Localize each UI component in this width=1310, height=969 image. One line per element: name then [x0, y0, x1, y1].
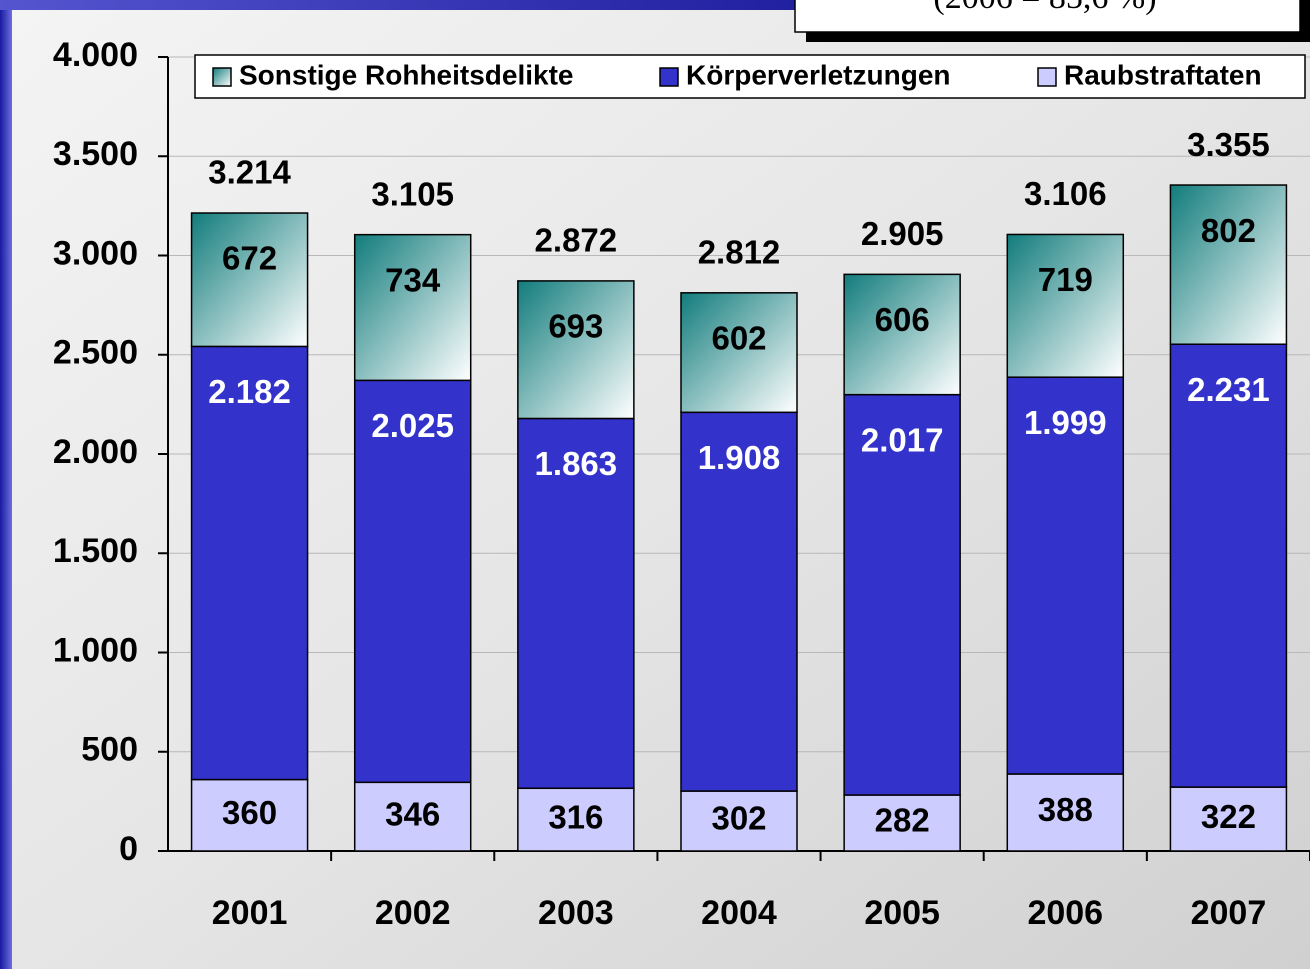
- data-label: 282: [875, 802, 930, 839]
- total-label: 2.905: [861, 215, 944, 252]
- total-label: 3.355: [1187, 126, 1270, 163]
- data-label: 693: [548, 308, 603, 345]
- bar-segment: [353, 233, 472, 382]
- total-label: 2.812: [698, 234, 781, 271]
- data-label: 388: [1038, 791, 1093, 828]
- x-tick-label: 2003: [538, 894, 614, 932]
- data-label: 2.231: [1187, 371, 1270, 408]
- y-tick-label: 2.500: [53, 334, 138, 372]
- top-band: [0, 0, 800, 10]
- data-label: 322: [1201, 798, 1256, 835]
- bar-segment: [1169, 786, 1288, 852]
- legend-label: Körperverletzungen: [686, 59, 951, 90]
- bar-segment: [517, 417, 635, 790]
- legend-swatch: [659, 67, 679, 87]
- legend-label: Sonstige Rohheitsdelikte: [239, 59, 574, 90]
- y-tick-label: 3.500: [53, 135, 138, 173]
- bar-segment: [843, 273, 961, 396]
- x-tick-label: 2004: [701, 894, 777, 932]
- y-tick-label: 3.000: [53, 234, 138, 272]
- bar-segment: [353, 781, 472, 852]
- y-tick-label: 4.000: [53, 36, 138, 74]
- bar-segment: [680, 292, 798, 414]
- data-label: 360: [222, 794, 277, 831]
- legend-label: Raubstraftaten: [1064, 59, 1262, 90]
- bar-segment: [190, 778, 309, 852]
- side-band: [0, 0, 12, 969]
- x-tick-label: 2006: [1027, 894, 1103, 932]
- total-label: 3.105: [371, 175, 454, 212]
- legend-swatch: [212, 67, 232, 87]
- x-tick-label: 2007: [1191, 894, 1267, 932]
- y-tick-label: 0: [119, 830, 138, 868]
- data-label: 302: [711, 800, 766, 837]
- data-label: 2.182: [208, 373, 291, 410]
- legend-box: [194, 54, 1306, 99]
- bar-segment: [680, 411, 798, 792]
- data-label: 606: [875, 301, 930, 338]
- annotation-box: [794, 0, 1301, 33]
- total-label: 2.872: [535, 222, 618, 259]
- bar-segment: [190, 345, 309, 781]
- bar-segment: [843, 393, 961, 796]
- data-label: 672: [222, 240, 277, 277]
- total-label: 3.214: [208, 154, 291, 191]
- data-label: 346: [385, 795, 440, 832]
- bar-segment: [353, 379, 472, 784]
- y-tick-label: 500: [81, 731, 138, 769]
- bar-segment: [1169, 343, 1288, 788]
- data-label: 734: [385, 261, 441, 298]
- y-tick-label: 2.000: [53, 433, 138, 471]
- bar-segment: [190, 212, 309, 348]
- bar-segment: [843, 794, 961, 852]
- y-tick-label: 1.000: [53, 631, 138, 669]
- bar-segment: [517, 280, 635, 420]
- x-tick-label: 2001: [212, 894, 288, 932]
- legend-swatch: [1037, 67, 1057, 87]
- bar-segment: [1169, 184, 1288, 345]
- data-label: 2.017: [861, 421, 944, 458]
- data-label: 1.908: [698, 439, 781, 476]
- bar-segment: [1006, 233, 1125, 378]
- bar-segment: [517, 787, 635, 852]
- data-label: 719: [1038, 261, 1093, 298]
- x-tick-label: 2005: [864, 894, 940, 932]
- data-label: 316: [548, 798, 603, 835]
- bar-segment: [680, 790, 798, 852]
- data-label: 802: [1201, 212, 1256, 249]
- bar-segment: [1006, 376, 1125, 775]
- total-label: 3.106: [1024, 175, 1107, 212]
- x-tick-label: 2002: [375, 894, 451, 932]
- y-tick-label: 1.500: [53, 532, 138, 570]
- annotation: (2006 = 85,6 %): [933, 0, 1156, 16]
- data-label: 1.999: [1024, 404, 1107, 441]
- data-label: 602: [711, 320, 766, 357]
- data-label: 1.863: [535, 445, 618, 482]
- data-label: 2.025: [371, 407, 454, 444]
